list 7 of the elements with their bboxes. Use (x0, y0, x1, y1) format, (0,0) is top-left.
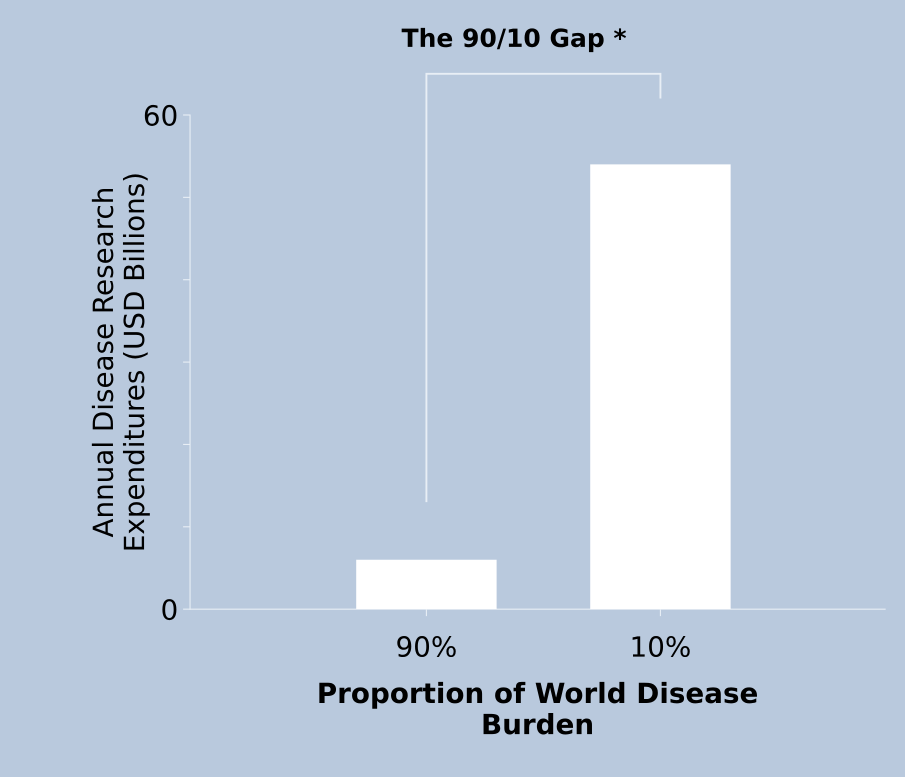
y-tick-label: 60 (144, 104, 176, 126)
y-tick-label: 0 (162, 599, 176, 620)
x-axis-title: Proportion of World Disease Burden (319, 682, 757, 734)
x-tick-label: 10% (632, 636, 690, 658)
chart-title: The 90/10 Gap * (402, 28, 626, 52)
y-axis-title: Annual Disease Research Expenditures (USD Billions) (92, 174, 150, 550)
x-tick-label: 90% (397, 636, 456, 658)
